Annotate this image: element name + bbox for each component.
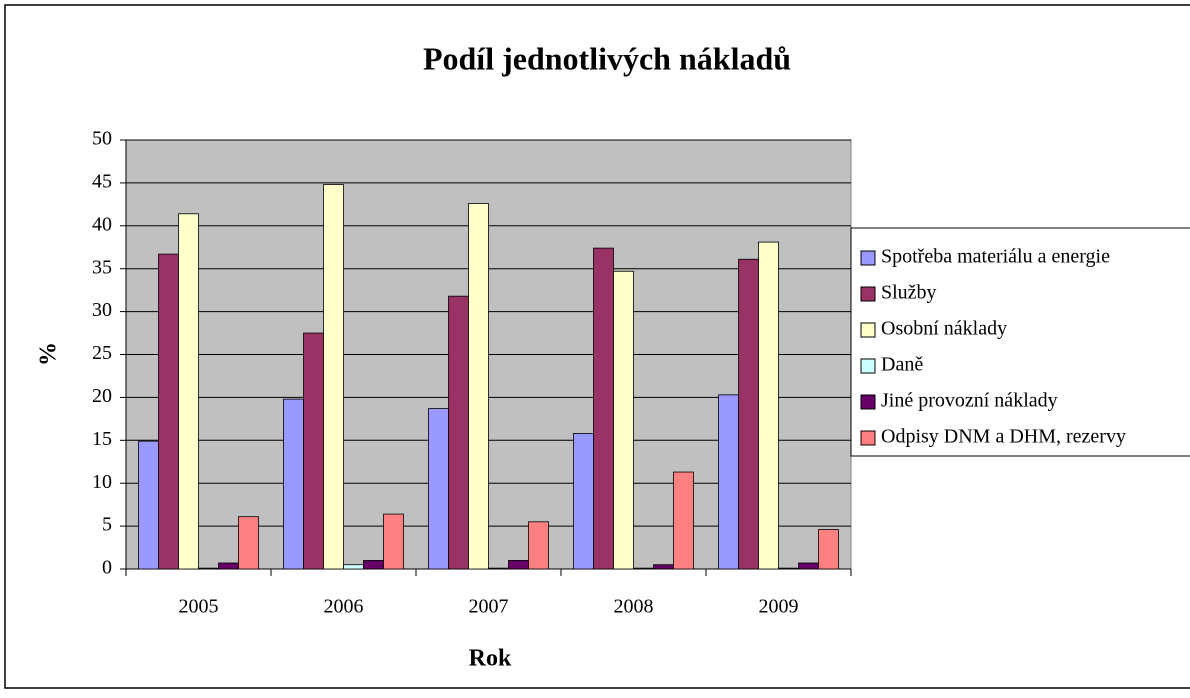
y-tick-label: 35	[92, 256, 112, 278]
bar	[238, 516, 259, 570]
x-tick-label: 2009	[759, 596, 799, 618]
bar	[158, 253, 179, 570]
bar	[573, 433, 594, 570]
bar	[363, 560, 384, 570]
bar	[488, 567, 509, 570]
bar	[138, 440, 159, 570]
bar	[218, 562, 239, 570]
y-tick-label: 0	[102, 557, 112, 579]
legend-label: Služby	[881, 282, 937, 304]
legend-swatch	[860, 430, 876, 446]
y-tick-label: 15	[92, 428, 112, 450]
x-tick-label: 2006	[324, 596, 364, 618]
y-tick-label: 10	[92, 471, 112, 493]
legend-label: Jiné provozní náklady	[881, 390, 1058, 412]
y-tick-label: 25	[92, 342, 112, 364]
y-tick-label: 5	[102, 514, 112, 536]
legend-swatch	[860, 250, 876, 266]
bar	[343, 564, 364, 570]
y-tick-label: 45	[92, 170, 112, 192]
chart-title: Podíl jednotlivých nákladů	[423, 40, 791, 76]
bar	[738, 258, 759, 570]
bar	[178, 213, 199, 570]
bar	[528, 521, 549, 570]
bar	[778, 567, 799, 570]
bar	[508, 560, 529, 570]
legend-swatch	[860, 286, 876, 302]
bar	[653, 564, 674, 570]
y-tick-label: 50	[92, 128, 112, 150]
bar	[383, 513, 404, 570]
bar	[468, 203, 489, 570]
bar	[758, 241, 779, 570]
bar	[798, 562, 819, 570]
legend-swatch	[860, 394, 876, 410]
legend-swatch	[860, 322, 876, 338]
legend-label: Osobní náklady	[881, 318, 1007, 340]
bar	[448, 295, 469, 570]
y-axis-title: %	[36, 342, 62, 366]
bar	[593, 247, 614, 570]
x-tick-label: 2007	[469, 596, 509, 618]
x-tick-label: 2008	[614, 596, 654, 618]
legend-label: Spotřeba materiálu a energie	[881, 246, 1110, 268]
bar	[198, 567, 219, 570]
bar	[283, 398, 304, 570]
bar	[718, 394, 739, 570]
x-axis-title: Rok	[469, 646, 512, 672]
legend-label: Odpisy DNM a DHM, rezervy	[881, 426, 1126, 448]
legend-swatch	[860, 358, 876, 374]
legend-box	[850, 227, 1190, 457]
bar	[673, 471, 694, 570]
y-tick-label: 20	[92, 385, 112, 407]
bar	[323, 184, 344, 570]
y-tick-label: 40	[92, 213, 112, 235]
bar	[613, 270, 634, 570]
y-tick-label: 30	[92, 299, 112, 321]
x-tick-label: 2005	[179, 596, 219, 618]
bar	[303, 332, 324, 570]
bar	[633, 567, 654, 570]
bar	[818, 529, 839, 570]
bar	[428, 408, 449, 570]
legend-label: Daně	[881, 354, 923, 376]
